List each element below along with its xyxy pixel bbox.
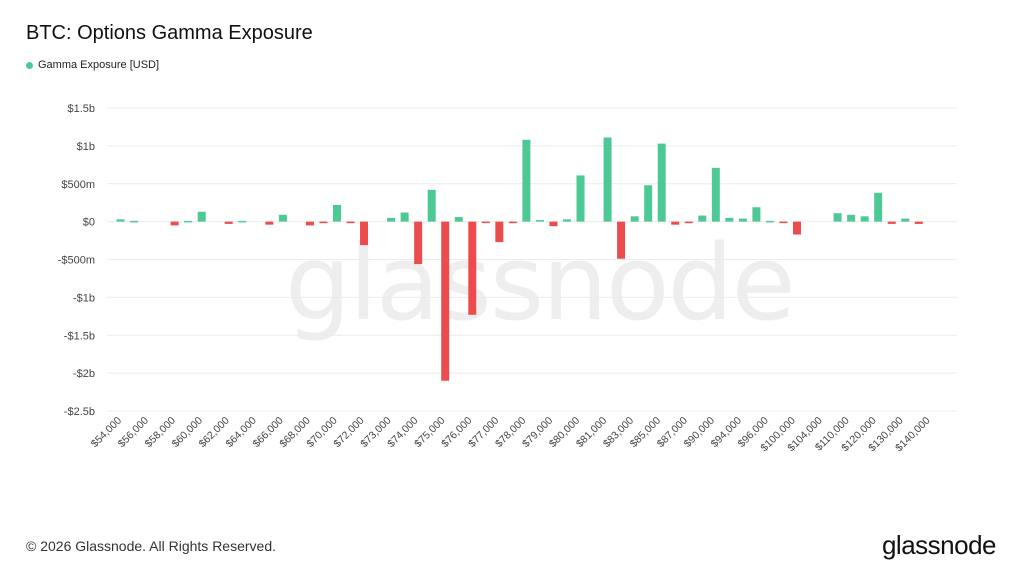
gamma-bar[interactable] <box>508 221 517 224</box>
legend-label: Gamma Exposure [USD] <box>38 59 160 71</box>
gamma-bar[interactable] <box>765 220 774 223</box>
gamma-bar[interactable] <box>671 221 680 225</box>
gamma-bar[interactable] <box>481 221 490 224</box>
gamma-bar[interactable] <box>346 221 355 224</box>
gamma-bar[interactable] <box>441 221 450 381</box>
gamma-bar[interactable] <box>170 221 179 226</box>
gamma-bar[interactable] <box>914 221 923 224</box>
gamma-bar[interactable] <box>698 215 707 222</box>
gamma-exposure-chart: $1.5b $1b $500m $0 -$500m -$1b -$1.5b -$2b -$2.5… <box>58 103 957 455</box>
gamma-bar[interactable] <box>265 221 274 225</box>
gamma-bar[interactable] <box>833 213 842 222</box>
gamma-bar[interactable] <box>454 217 463 222</box>
gamma-bar[interactable] <box>874 192 883 222</box>
legend-color-dot <box>26 61 33 69</box>
gamma-bar[interactable] <box>684 221 693 224</box>
gamma-bar[interactable] <box>711 167 720 222</box>
gamma-bar[interactable] <box>603 137 612 222</box>
gamma-bar[interactable] <box>847 214 856 222</box>
gamma-bar[interactable] <box>116 219 125 222</box>
y-tick-label: -$2.5b <box>64 406 95 418</box>
glassnode-logo[interactable]: glassnode <box>881 530 997 560</box>
y-tick-label: $0 <box>83 217 95 229</box>
gamma-bar[interactable] <box>224 221 233 224</box>
gamma-bar[interactable] <box>576 175 585 222</box>
gamma-bar[interactable] <box>644 185 653 222</box>
gamma-bar[interactable] <box>332 204 341 222</box>
gamma-bar[interactable] <box>793 221 801 235</box>
gamma-bar[interactable] <box>400 212 409 222</box>
chart-title: BTC: Options Gamma Exposure <box>26 22 313 44</box>
gamma-bar[interactable] <box>197 211 206 222</box>
y-axis-labels: $1.5b $1b $500m $0 -$500m -$1b -$1.5b -$2b -$2.5… <box>58 103 95 418</box>
gamma-bar[interactable] <box>630 216 639 222</box>
gamma-bar[interactable] <box>549 221 558 227</box>
gamma-bar[interactable] <box>725 217 734 222</box>
gamma-bar[interactable] <box>657 143 666 222</box>
copyright-text: © 2026 Glassnode. All Rights Reserved. <box>26 538 277 554</box>
x-axis-labels: $54,000$56,000$58,000$60,000$62,000$64,0… <box>89 415 933 455</box>
gamma-bar[interactable] <box>860 216 869 222</box>
gamma-bar[interactable] <box>130 220 139 223</box>
y-tick-label: -$2b <box>73 368 95 380</box>
gamma-bar[interactable] <box>738 218 747 222</box>
gamma-bar[interactable] <box>184 220 193 223</box>
y-tick-label: -$1b <box>73 292 95 304</box>
gamma-bar[interactable] <box>360 221 369 246</box>
chart-legend[interactable]: Gamma Exposure [USD] <box>26 59 159 71</box>
gamma-bar[interactable] <box>305 221 314 226</box>
gamma-bar[interactable] <box>535 220 544 222</box>
gamma-bar[interactable] <box>901 218 910 222</box>
gamma-bar[interactable] <box>779 221 788 224</box>
y-tick-label: $500m <box>61 179 95 191</box>
gamma-bar[interactable] <box>278 214 287 222</box>
y-tick-label: $1b <box>77 141 95 153</box>
y-tick-label: -$500m <box>58 255 95 267</box>
gamma-bar[interactable] <box>319 221 328 224</box>
gamma-bar[interactable] <box>427 189 436 222</box>
bars <box>116 137 923 381</box>
gamma-bar[interactable] <box>522 139 531 222</box>
grid-lines <box>107 107 957 412</box>
gamma-bar[interactable] <box>414 221 423 265</box>
y-tick-label: -$1.5b <box>64 330 95 342</box>
gamma-bar[interactable] <box>495 221 504 243</box>
gamma-bar[interactable] <box>887 221 896 224</box>
gamma-bar[interactable] <box>752 207 761 222</box>
gamma-bar[interactable] <box>387 217 396 222</box>
gamma-bar[interactable] <box>562 219 571 222</box>
gamma-bar[interactable] <box>617 221 626 259</box>
y-tick-label: $1.5b <box>67 103 95 115</box>
gamma-bar[interactable] <box>468 221 477 315</box>
gamma-bar[interactable] <box>238 220 247 223</box>
